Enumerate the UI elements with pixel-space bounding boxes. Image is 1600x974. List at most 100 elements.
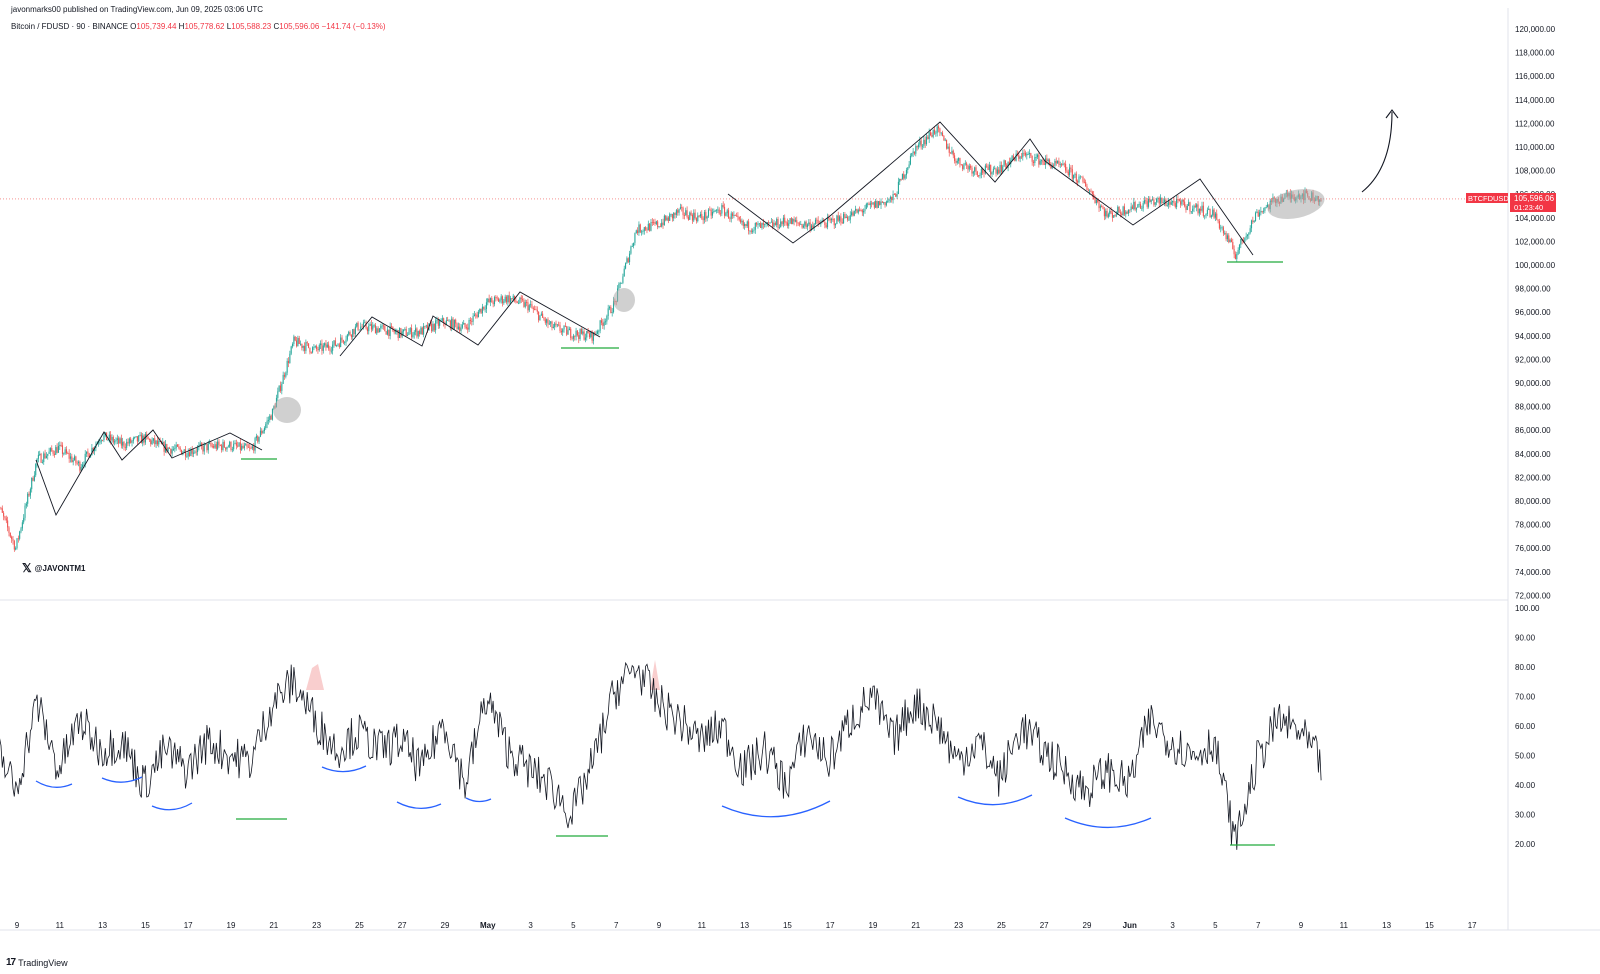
candle-body	[1114, 215, 1116, 216]
candle-body	[1095, 200, 1097, 204]
overbought-fill	[306, 664, 324, 690]
rsi-arc	[35, 780, 73, 788]
candle-body	[1061, 164, 1063, 166]
candle-body	[484, 308, 486, 310]
candle-body	[920, 140, 922, 147]
candle-body	[1057, 160, 1059, 164]
candle-body	[1157, 197, 1159, 199]
candle-body	[867, 203, 869, 205]
candle-body	[255, 436, 257, 439]
candle-body	[60, 444, 62, 446]
candle-body	[940, 132, 942, 134]
candle-body	[382, 325, 385, 327]
candle-body	[250, 447, 252, 449]
rsi-arc	[396, 801, 442, 809]
candle-body	[328, 344, 330, 349]
candle-body	[602, 322, 604, 326]
candle-body	[313, 347, 315, 348]
candle-body	[851, 212, 853, 216]
candle-body	[1237, 249, 1239, 255]
candle-body	[16, 538, 18, 549]
candle-body	[958, 157, 960, 161]
candle-body	[148, 439, 150, 440]
candle-body	[576, 330, 578, 336]
candle-body	[1181, 199, 1183, 205]
candle-body	[687, 217, 689, 220]
candle-body	[345, 339, 347, 343]
candle-body	[984, 165, 986, 174]
candle-body	[666, 217, 668, 221]
candle-body	[356, 322, 358, 327]
candle-body	[491, 298, 493, 303]
candle-body	[754, 223, 756, 230]
candle-body	[706, 216, 708, 219]
candle-body	[68, 453, 70, 459]
candle-body	[793, 219, 795, 222]
candle-body	[954, 155, 956, 161]
candle-body	[90, 455, 92, 458]
high-value: 105,778.62	[184, 22, 225, 31]
symbol-label[interactable]: Bitcoin / FDUSD · 90 · BINANCE	[11, 22, 128, 31]
candle-body	[271, 408, 274, 420]
zigzag-line	[339, 291, 601, 357]
candle-body	[859, 209, 861, 211]
candle-body	[599, 320, 601, 331]
candle-body	[812, 225, 814, 228]
candle-body	[127, 441, 129, 444]
candle-body	[1089, 190, 1091, 192]
candle-body	[471, 320, 473, 322]
candle-body	[868, 203, 870, 205]
candle-body	[853, 210, 855, 216]
candle-body	[333, 340, 335, 345]
candle-body	[1143, 200, 1146, 204]
candle-body	[643, 227, 645, 232]
candle-body	[1059, 164, 1061, 165]
candle-body	[1075, 173, 1077, 182]
candle-body	[1127, 209, 1130, 214]
candle-body	[1079, 176, 1081, 178]
candle-body	[939, 128, 941, 133]
candle-body	[642, 231, 644, 233]
candle-body	[1083, 181, 1085, 183]
candle-body	[282, 374, 284, 384]
open-value: 105,739.44	[136, 22, 177, 31]
candle-body	[158, 441, 160, 445]
candle-body	[794, 220, 796, 222]
candle-body	[1258, 212, 1261, 217]
candle-body	[1071, 169, 1073, 179]
candle-body	[762, 222, 764, 225]
candle-body	[253, 446, 255, 451]
candle-body	[629, 253, 631, 263]
candle-body	[527, 302, 529, 311]
candle-body	[497, 298, 500, 302]
candle-body	[433, 323, 435, 331]
candle-body	[544, 319, 546, 323]
candle-body	[702, 218, 704, 221]
candle-body	[435, 320, 437, 331]
tradingview-footer[interactable]: 17 TradingView	[6, 957, 68, 968]
candle-body	[174, 448, 176, 450]
candle-body	[1208, 208, 1210, 210]
candle-body	[170, 448, 172, 454]
candle-body	[309, 347, 311, 353]
candle-body	[283, 374, 286, 377]
candle-body	[293, 336, 295, 345]
candle-body	[100, 440, 102, 442]
candle-body	[131, 440, 133, 443]
candle-body	[883, 202, 885, 203]
candle-body	[826, 217, 829, 228]
price-tick-label: 72,000.00	[1515, 591, 1551, 600]
candle-body	[1236, 254, 1238, 260]
candle-body	[297, 337, 299, 347]
candle-body	[71, 456, 73, 463]
candle-body	[1105, 210, 1107, 217]
candle-body	[837, 215, 839, 221]
candle-body	[1036, 154, 1039, 158]
candle-body	[396, 330, 398, 332]
candle-body	[655, 221, 657, 224]
candle-body	[1263, 210, 1265, 212]
candle-body	[365, 322, 367, 329]
candle-body	[691, 214, 693, 221]
candle-body	[967, 165, 969, 170]
